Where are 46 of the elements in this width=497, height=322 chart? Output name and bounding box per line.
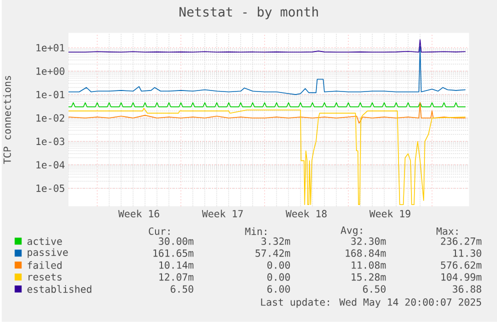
x-tick-label: Week 18 <box>286 210 327 218</box>
text: 104.99m <box>441 273 482 281</box>
legend-label: active <box>27 237 62 246</box>
line-series <box>68 39 466 53</box>
legend-label: resets <box>28 274 62 281</box>
text: Min: <box>245 227 266 235</box>
text: 576.62m <box>440 261 482 269</box>
y-tick-label: 1e-05 <box>36 184 64 192</box>
legend-label: established <box>27 285 92 293</box>
y-tick-label: 1e-01 <box>36 90 64 98</box>
text: Cur: <box>148 228 170 235</box>
text: Avg: <box>340 226 362 236</box>
y-tick-label: 1e-02 <box>36 114 64 122</box>
text: 12.07m <box>159 273 194 281</box>
text: Last update: Wed May 14 20:00:07 2025 <box>261 298 482 308</box>
x-tick-label: Week 19 <box>369 210 410 218</box>
text: 57.42m <box>256 249 290 257</box>
legend-label: passive <box>28 248 68 258</box>
text: 0.00 <box>267 261 290 269</box>
y-tick-label: 1e+00 <box>36 67 64 75</box>
text: 6.00 <box>267 285 290 293</box>
y-tick-label: 1e+01 <box>36 44 64 52</box>
text: 236.27m <box>441 237 482 245</box>
text: 10.14m <box>159 261 194 269</box>
y-tick-label: 1e-04 <box>36 161 65 169</box>
legend-label: failed <box>28 261 62 269</box>
text: 6.50 <box>170 285 194 293</box>
text: 15.28m <box>352 273 386 281</box>
x-tick-label: Week 16 <box>118 210 160 218</box>
text: 36.88 <box>452 285 482 293</box>
y-axis-title: TCP connections <box>3 76 11 164</box>
text: 3.32m <box>261 237 290 245</box>
y-tick-label: 1e-03 <box>36 138 64 146</box>
chart-title: Netstat - by month <box>180 6 318 20</box>
text: 11.08m <box>352 261 386 269</box>
text: 161.65m <box>153 249 194 257</box>
text: Max: <box>436 228 458 235</box>
text: 0.00 <box>267 273 290 281</box>
line-series <box>68 108 466 206</box>
text: 11.30 <box>453 249 482 257</box>
text: 32.30m <box>351 237 386 245</box>
text: 168.84m <box>346 249 386 257</box>
text: 30.00m <box>158 237 194 245</box>
x-tick-label: Week 17 <box>202 210 243 218</box>
line-series <box>68 102 466 124</box>
text: 6.50 <box>363 285 386 293</box>
